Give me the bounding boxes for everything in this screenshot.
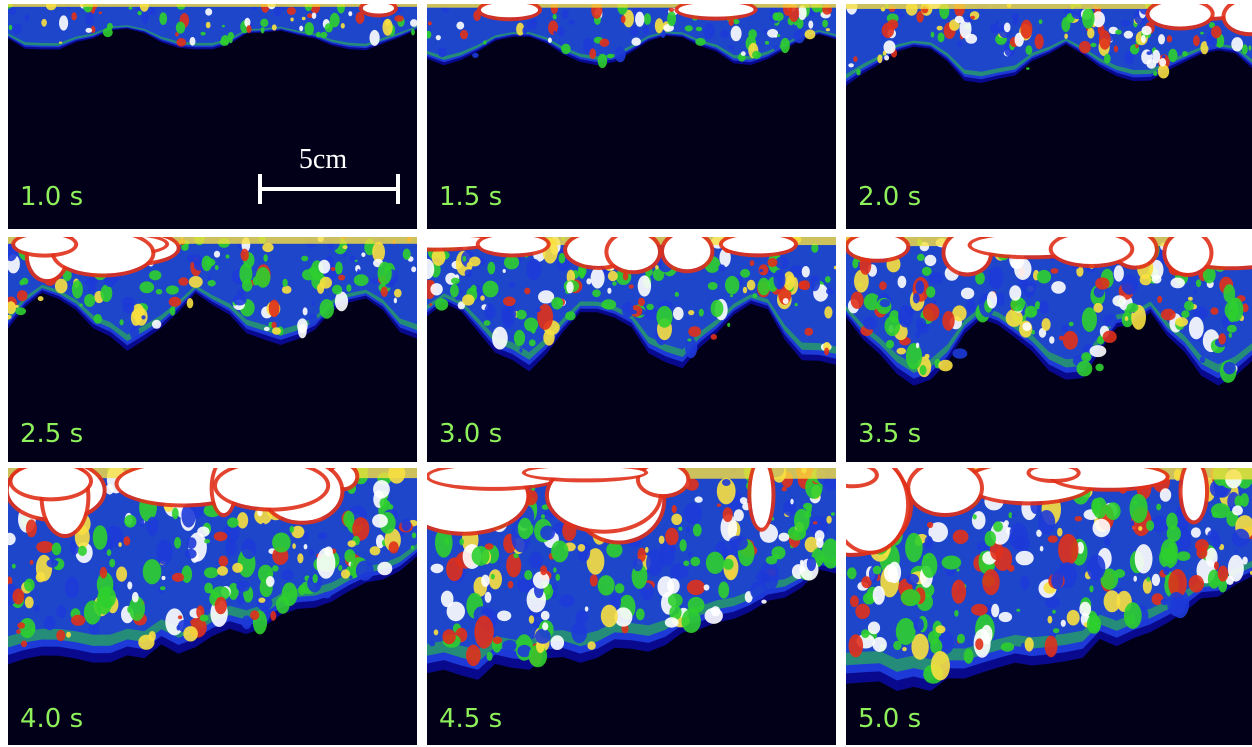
time-label: 4.0 s — [20, 704, 84, 734]
time-label: 1.0 s — [20, 182, 84, 212]
frame-6: 3.5 s — [846, 237, 1252, 462]
time-label: 3.5 s — [858, 419, 922, 449]
time-label: 3.0 s — [439, 419, 503, 449]
plume-image — [427, 4, 836, 229]
time-label: 4.5 s — [439, 704, 503, 734]
plume-image — [8, 237, 417, 462]
plume-image — [846, 468, 1252, 745]
plume-image — [8, 468, 417, 745]
frame-9: 5.0 s — [846, 468, 1252, 745]
frame-3: 2.0 s — [846, 4, 1252, 229]
frame-1: 1.0 s 5cm — [8, 4, 417, 229]
frame-8: 4.5 s — [427, 468, 836, 745]
frame-7: 4.0 s — [8, 468, 417, 745]
scale-bar-label: 5cm — [298, 144, 348, 175]
plume-image — [427, 237, 836, 462]
time-label: 2.0 s — [858, 182, 922, 212]
plume-image — [846, 237, 1252, 462]
frame-2: 1.5 s — [427, 4, 836, 229]
frame-4: 2.5 s — [8, 237, 417, 462]
scale-bar — [258, 174, 400, 204]
time-label: 2.5 s — [20, 419, 84, 449]
time-label: 5.0 s — [858, 704, 922, 734]
plume-image — [8, 4, 417, 229]
time-label: 1.5 s — [439, 182, 503, 212]
frame-5: 3.0 s — [427, 237, 836, 462]
plume-image — [846, 4, 1252, 229]
plume-image — [427, 468, 836, 745]
